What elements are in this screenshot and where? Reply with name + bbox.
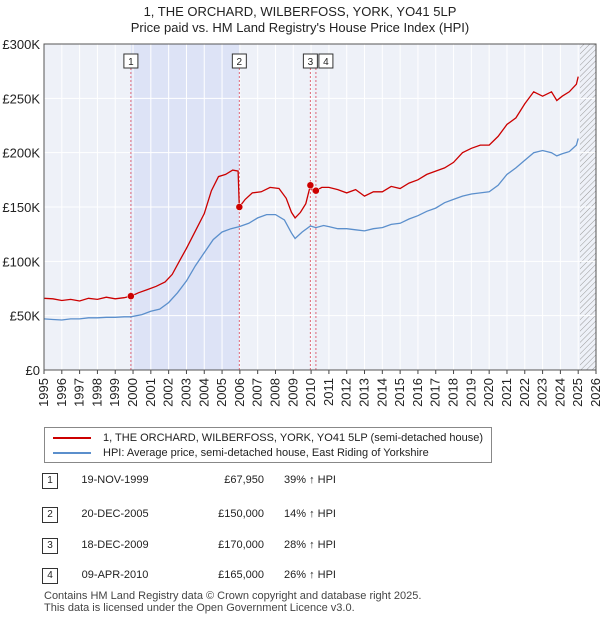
footer: Contains HM Land Registry data © Crown c…	[44, 590, 421, 614]
x-tick-label: 2016	[410, 378, 425, 407]
legend-label-hpi: HPI: Average price, semi-detached house,…	[103, 447, 429, 459]
x-tick-label: 2003	[178, 378, 193, 407]
x-tick-label: 2026	[588, 378, 600, 407]
y-tick-label: £0	[26, 363, 40, 378]
sale-date: 19-NOV-1999	[81, 474, 149, 486]
x-tick-label: 2019	[463, 378, 478, 407]
x-tick-label: 2006	[232, 378, 247, 407]
plot-frame	[43, 43, 597, 371]
table-row: 1 19-NOV-1999 £67,950 39% ↑ HPI	[0, 472, 600, 490]
table-row: 3 18-DEC-2009 £170,000 28% ↑ HPI	[0, 537, 600, 555]
x-tick-label: 2000	[125, 378, 140, 407]
x-tick-label: 2020	[481, 378, 496, 407]
sale-number-label: 4	[323, 57, 329, 68]
y-tick-label: £150K	[2, 200, 40, 215]
sale-number-badge: 2	[42, 507, 58, 523]
y-tick-label: £50K	[10, 309, 41, 324]
sale-date: 20-DEC-2005	[81, 508, 149, 520]
sale-number-badge: 1	[42, 473, 58, 489]
legend-swatch-blue	[53, 452, 91, 454]
sale-date: 18-DEC-2009	[81, 539, 149, 551]
legend-label-property: 1, THE ORCHARD, WILBERFOSS, YORK, YO41 5…	[103, 432, 484, 444]
x-tick-label: 2014	[374, 378, 389, 407]
x-tick-label: 2009	[285, 378, 300, 407]
x-tick-label: 2011	[321, 378, 336, 406]
series-line-hpi	[44, 138, 579, 321]
sale-number-label: 1	[128, 57, 134, 68]
x-tick-label: 2001	[143, 378, 158, 407]
x-tick-label: 2008	[267, 378, 282, 407]
x-tick-label: 2022	[517, 378, 532, 407]
sale-hpi-change: 14% ↑ HPI	[284, 508, 336, 520]
chart-title-block: 1, THE ORCHARD, WILBERFOSS, YORK, YO41 5…	[0, 4, 600, 36]
x-tick-label: 2010	[303, 378, 318, 407]
sale-point	[127, 292, 135, 300]
x-tick-label: 2018	[446, 378, 461, 407]
sale-number-box	[302, 53, 318, 69]
x-tick-label: 2021	[499, 378, 514, 407]
y-tick-label: £250K	[2, 91, 40, 106]
x-tick-label: 2017	[428, 378, 443, 407]
sale-price: £170,000	[218, 539, 264, 551]
y-tick-label: £300K	[2, 37, 40, 52]
sale-point	[312, 186, 320, 195]
x-tick-label: 2015	[392, 378, 407, 407]
x-tick-label: 1998	[89, 378, 104, 407]
sale-price: £150,000	[218, 508, 264, 520]
sale-number-badge: 3	[42, 538, 58, 554]
x-tick-label: 2013	[357, 378, 372, 407]
y-tick-label: £100K	[2, 254, 40, 269]
y-tick-label: £200K	[2, 146, 40, 161]
sale-hpi-change: 39% ↑ HPI	[284, 474, 336, 486]
x-tick-label: 2025	[570, 378, 585, 407]
legend: 1, THE ORCHARD, WILBERFOSS, YORK, YO41 5…	[44, 427, 492, 463]
footer-licence: This data is licensed under the Open Gov…	[44, 602, 355, 614]
sale-point	[235, 203, 244, 211]
x-tick-label: 1999	[107, 378, 122, 407]
sale-number-box	[231, 53, 247, 69]
x-tick-label: 1996	[54, 378, 69, 407]
sale-number-badge: 4	[42, 568, 58, 584]
sale-hpi-change: 26% ↑ HPI	[284, 569, 336, 581]
sale-price: £165,000	[218, 569, 264, 581]
sale-point	[306, 181, 315, 190]
sale-date: 09-APR-2010	[81, 569, 149, 581]
x-tick-label: 2023	[535, 378, 550, 407]
legend-swatch-red	[53, 437, 91, 439]
chart-title: 1, THE ORCHARD, WILBERFOSS, YORK, YO41 5…	[143, 4, 457, 19]
sale-number-label: 3	[308, 57, 314, 68]
sale-price: £67,950	[224, 474, 264, 486]
sale-number-box	[123, 53, 139, 69]
table-row: 4 09-APR-2010 £165,000 26% ↑ HPI	[0, 567, 600, 585]
footer-copyright: Contains HM Land Registry data © Crown c…	[44, 590, 422, 602]
sale-number-label: 2	[237, 57, 243, 68]
x-tick-label: 2007	[250, 378, 265, 407]
x-tick-label: 2012	[339, 378, 354, 407]
x-tick-label: 2002	[161, 378, 176, 407]
sale-hpi-change: 28% ↑ HPI	[284, 539, 336, 551]
series-line-property	[44, 76, 579, 302]
x-tick-label: 2005	[214, 378, 229, 407]
x-tick-label: 2004	[196, 378, 211, 407]
x-tick-label: 2024	[552, 378, 567, 407]
table-row: 2 20-DEC-2005 £150,000 14% ↑ HPI	[0, 506, 600, 524]
chart-subtitle: Price paid vs. HM Land Registry's House …	[130, 20, 470, 35]
x-tick-label: 1997	[72, 378, 87, 407]
sale-number-box	[318, 53, 334, 69]
x-tick-label: 1995	[36, 378, 51, 407]
